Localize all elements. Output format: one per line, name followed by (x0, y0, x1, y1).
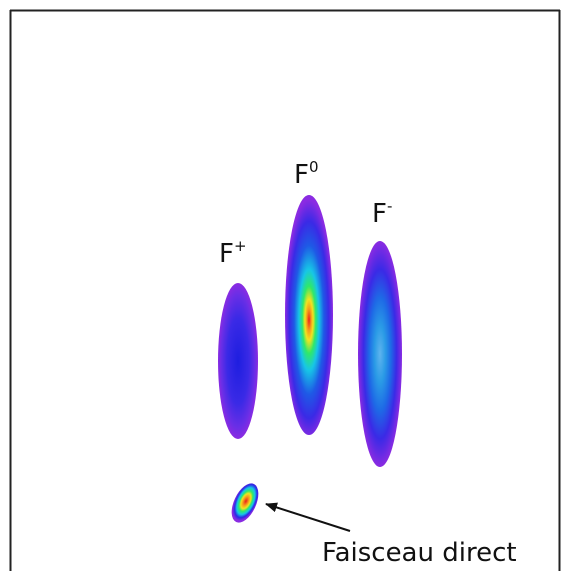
spot-f-zero (285, 195, 333, 435)
spot-f-plus (218, 283, 258, 439)
direct-beam-label: Faisceau direct (322, 538, 517, 568)
label-f-minus: F- (372, 197, 392, 229)
spot-direct-beam (231, 483, 259, 523)
label-f-plus: F+ (219, 237, 247, 269)
label-f-zero-sup: 0 (309, 158, 319, 176)
label-f-plus-sup: + (234, 237, 247, 255)
spot-f-minus (358, 241, 402, 467)
label-f-minus-base: F (372, 199, 387, 229)
label-f-minus-sup: - (387, 197, 392, 215)
direct-beam-arrow (265, 502, 351, 532)
label-f-plus-base: F (219, 239, 234, 269)
image-frame (0, 10, 566, 571)
label-f-zero-base: F (294, 160, 309, 190)
label-f-zero: F0 (294, 158, 319, 190)
